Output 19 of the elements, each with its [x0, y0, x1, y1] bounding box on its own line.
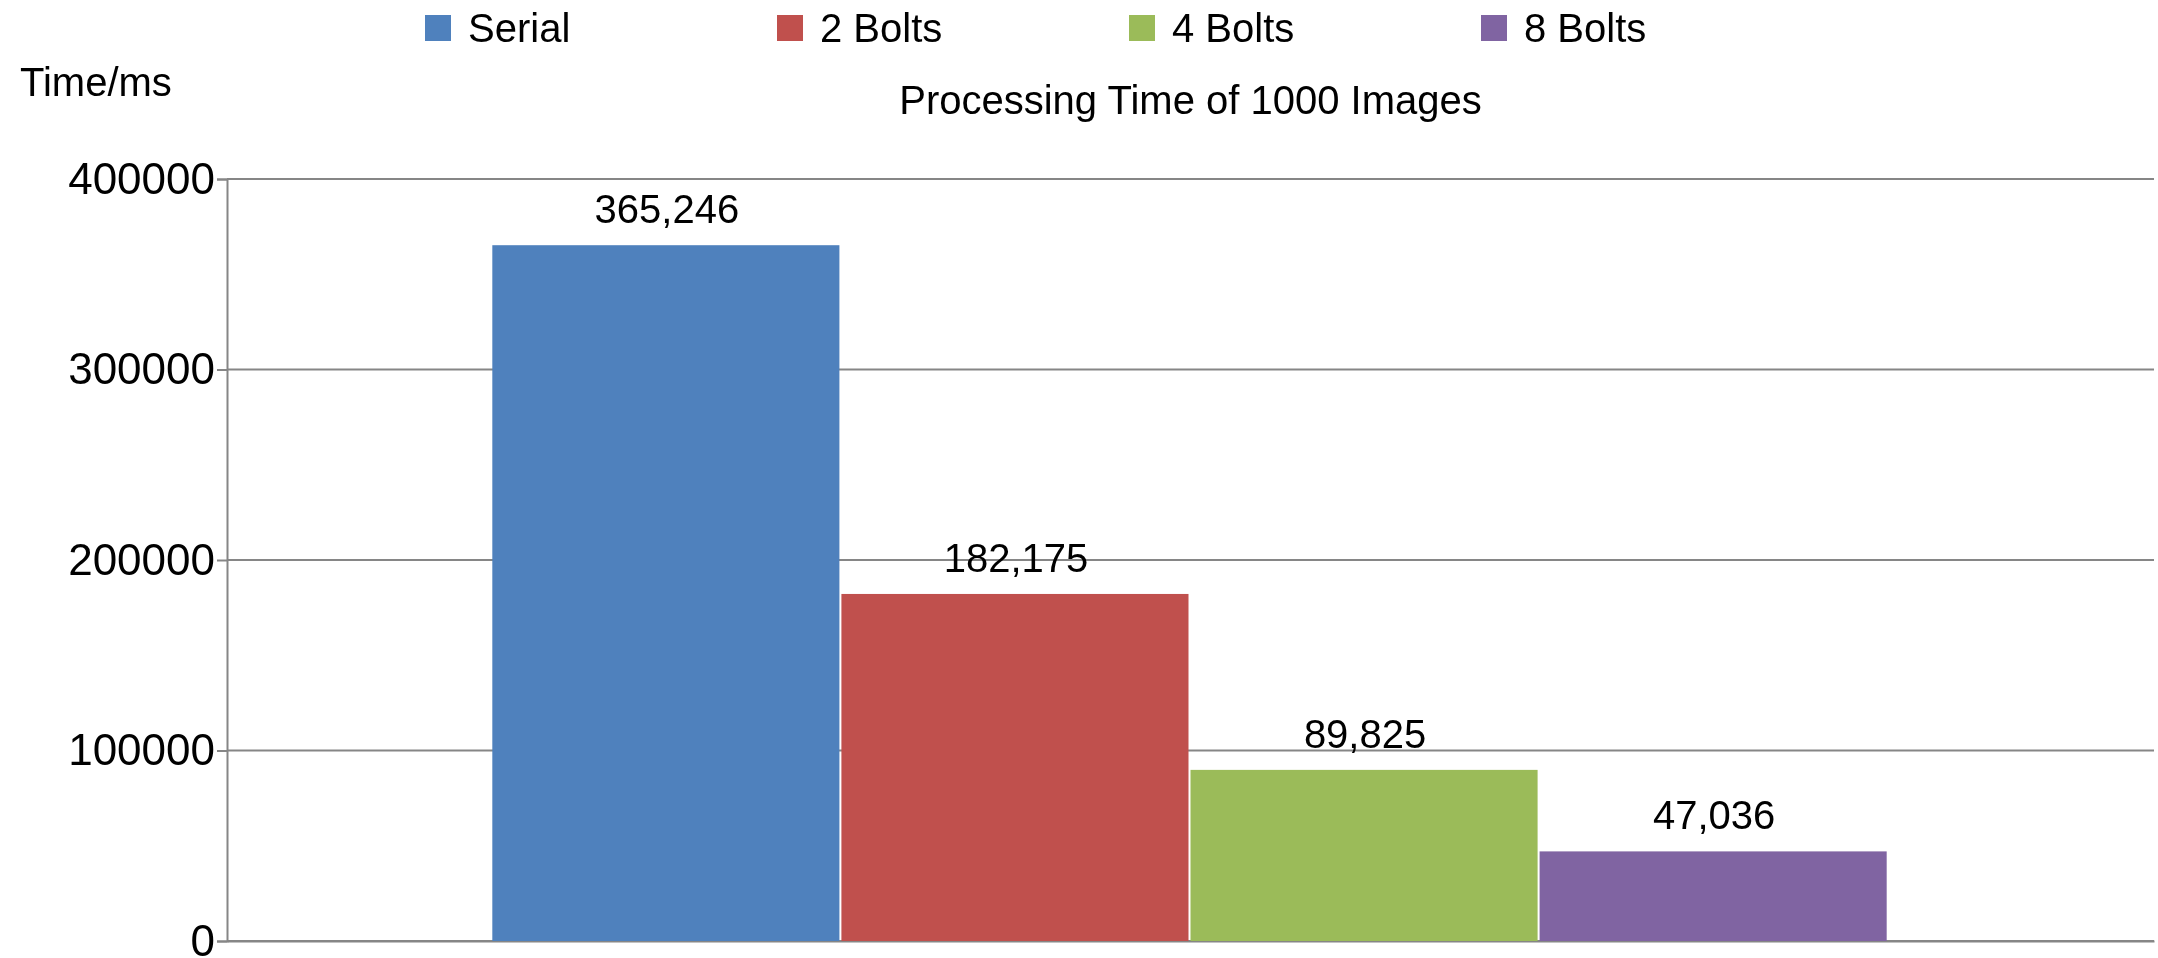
- y-tick-label: 200000: [68, 534, 215, 584]
- y-tick-label: 300000: [68, 344, 215, 394]
- legend-label: Serial: [468, 6, 571, 50]
- bar: [1190, 769, 1538, 941]
- bar: [1539, 851, 1887, 941]
- y-tick-label: 0: [190, 915, 215, 958]
- chart-title: Processing Time of 1000 Images: [899, 78, 1482, 122]
- legend-label: 2 Bolts: [820, 6, 943, 50]
- data-label: 365,246: [594, 187, 740, 232]
- bar: [492, 245, 840, 941]
- legend-label: 8 Bolts: [1524, 6, 1647, 50]
- bar: [841, 593, 1189, 941]
- data-label: 182,175: [943, 535, 1089, 580]
- legend-label: 4 Bolts: [1172, 6, 1295, 50]
- data-label: 47,036: [1652, 793, 1776, 838]
- data-label: 89,825: [1303, 711, 1427, 756]
- y-tick-label: 400000: [68, 153, 215, 203]
- y-tick-label: 100000: [68, 725, 215, 775]
- y-axis-title: Time/ms: [20, 60, 172, 104]
